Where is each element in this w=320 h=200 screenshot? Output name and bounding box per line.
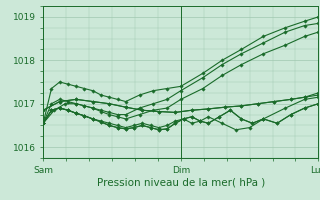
X-axis label: Pression niveau de la mer( hPa ): Pression niveau de la mer( hPa ) bbox=[97, 177, 265, 187]
